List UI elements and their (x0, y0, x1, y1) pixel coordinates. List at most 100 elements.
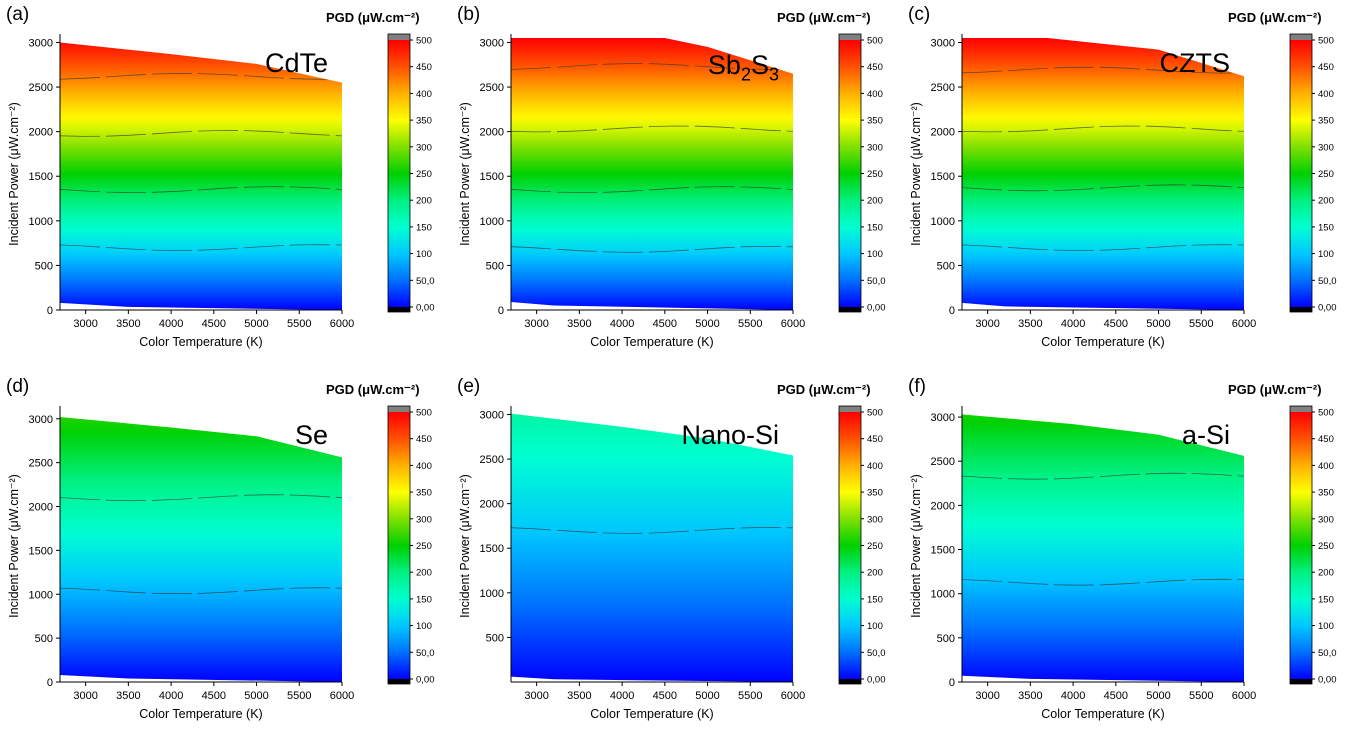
colorbar-tick-label: 300 (1318, 142, 1334, 153)
x-tick-label: 4500 (653, 318, 677, 330)
colorbar-title: PGD (μW.cm⁻²) (777, 382, 871, 397)
colorbar-tick-label: 200 (416, 568, 432, 579)
panel-label: (c) (908, 4, 931, 25)
x-tick-label: 6000 (781, 690, 805, 702)
colorbar-tick-label: 100 (416, 621, 432, 632)
x-tick-label: 4500 (202, 690, 226, 702)
x-tick-label: 3500 (567, 690, 591, 702)
y-tick-label: 0 (47, 305, 53, 317)
contour-line (511, 63, 793, 70)
colorbar-tick-label: 350 (416, 116, 432, 127)
colorbar-tick-label: 250 (867, 169, 883, 180)
colorbar-tick-label: 100 (867, 621, 883, 632)
colorbar-tick-label: 300 (867, 142, 883, 153)
colorbar-tick-label: 100 (1318, 249, 1334, 260)
colorbar-tick-label: 0,00 (867, 675, 886, 686)
colorbar-tick-label: 200 (867, 568, 883, 579)
colorbar-tick-label: 350 (416, 488, 432, 499)
contour-line (60, 129, 342, 137)
material-label: Se (294, 420, 328, 450)
y-tick-label: 3000 (29, 37, 53, 49)
colorbar-tick-label: 200 (416, 196, 432, 207)
y-tick-label: 3000 (480, 409, 504, 421)
contour-line (511, 125, 793, 133)
colorbar-tick-label: 500 (867, 408, 883, 419)
colorbar-tick-label: 300 (867, 514, 883, 525)
colorbar-tick-label: 450 (416, 434, 432, 445)
chart-svg: 3000 3500 4000 4500 5000 5500 6000050010001500… (909, 33, 1337, 349)
y-axis-label: Incident Power (μW.cm⁻²) (909, 474, 923, 618)
colorbar-tick-label: 350 (867, 488, 883, 499)
contour-line (60, 72, 342, 80)
y-tick-label: 2500 (480, 454, 504, 466)
x-tick-label: 5500 (287, 318, 311, 330)
contour-line (511, 245, 793, 253)
contour-line (962, 66, 1244, 74)
x-tick-label: 5000 (695, 318, 719, 330)
y-tick-label: 500 (486, 632, 504, 644)
colorbar-tick-label: 0,00 (867, 303, 886, 314)
chart-svg: 3000 3500 4000 4500 5000 5500 6000050010001500… (909, 405, 1337, 721)
colorbar-tick-label: 50,0 (1318, 648, 1337, 659)
colorbar-top-cap (839, 34, 861, 40)
colorbar-tick-label: 0,00 (1318, 303, 1337, 314)
colorbar (1290, 412, 1312, 679)
x-tick-label: 4000 (1061, 690, 1085, 702)
y-tick-label: 2500 (29, 458, 53, 470)
x-tick-label: 6000 (330, 318, 354, 330)
x-axis-label: Color Temperature (K) (139, 335, 262, 349)
x-tick-label: 3000 (73, 318, 97, 330)
colorbar-tick-label: 400 (867, 461, 883, 472)
chart-panel: 3000 3500 4000 4500 5000 5500 6000 0 500 1000 1500… (902, 372, 1353, 740)
x-tick-label: 3000 (975, 690, 999, 702)
colorbar-tick-label: 0,00 (416, 675, 435, 686)
y-tick-label: 2000 (29, 502, 53, 514)
contour-line (962, 184, 1244, 192)
material-label: a-Si (1181, 420, 1230, 450)
colorbar-tick-label: 200 (1318, 568, 1334, 579)
panel-label: (f) (908, 376, 926, 397)
x-tick-label: 5500 (738, 690, 762, 702)
x-tick-label: 4000 (610, 690, 634, 702)
panel-label: (d) (6, 376, 30, 397)
x-tick-label: 6000 (781, 318, 805, 330)
y-tick-label: 2500 (29, 82, 53, 94)
y-tick-label: 3000 (931, 412, 955, 424)
colorbar-title: PGD (μW.cm⁻²) (326, 10, 420, 25)
colorbar-tick-label: 250 (416, 541, 432, 552)
y-tick-label: 2000 (29, 127, 53, 139)
x-tick-label: 4000 (610, 318, 634, 330)
chart-panel: 3000 3500 4000 4500 5000 5500 6000 0 500 1000 1500… (451, 0, 902, 368)
x-axis-label: Color Temperature (K) (1041, 707, 1164, 721)
colorbar-tick-label: 450 (867, 434, 883, 445)
y-tick-label: 3000 (480, 37, 504, 49)
y-tick-label: 2500 (931, 82, 955, 94)
x-tick-label: 3500 (1018, 690, 1042, 702)
colorbar-tick-label: 400 (416, 461, 432, 472)
colorbar-tick-label: 100 (867, 249, 883, 260)
colorbar-tick-label: 350 (1318, 116, 1334, 127)
x-tick-label: 4500 (1104, 318, 1128, 330)
x-axis-label: Color Temperature (K) (590, 707, 713, 721)
contour-line (60, 244, 342, 252)
x-tick-label: 5500 (1189, 690, 1213, 702)
y-axis-label: Incident Power (μW.cm⁻²) (458, 474, 472, 618)
x-tick-label: 4000 (159, 690, 183, 702)
contour-line (962, 244, 1244, 252)
y-tick-label: 1500 (931, 545, 955, 557)
colorbar-tick-label: 300 (416, 142, 432, 153)
chart-panel: 3000 3500 4000 4500 5000 5500 6000 0 500 1000 1500… (0, 372, 451, 740)
colorbar-bottom-cap (1290, 679, 1312, 684)
y-tick-label: 2000 (480, 499, 504, 511)
contour-line (60, 494, 342, 502)
colorbar (839, 40, 861, 307)
colorbar (388, 40, 410, 307)
contour-line (511, 526, 793, 534)
colorbar-top-cap (1290, 34, 1312, 40)
x-tick-label: 3500 (116, 318, 140, 330)
y-tick-label: 1000 (931, 589, 955, 601)
y-tick-label: 0 (47, 677, 53, 689)
x-tick-label: 5000 (244, 318, 268, 330)
y-tick-label: 0 (498, 305, 504, 317)
chart-panel: 3000 3500 4000 4500 5000 5500 6000 0 500 1000 1500… (0, 0, 451, 368)
